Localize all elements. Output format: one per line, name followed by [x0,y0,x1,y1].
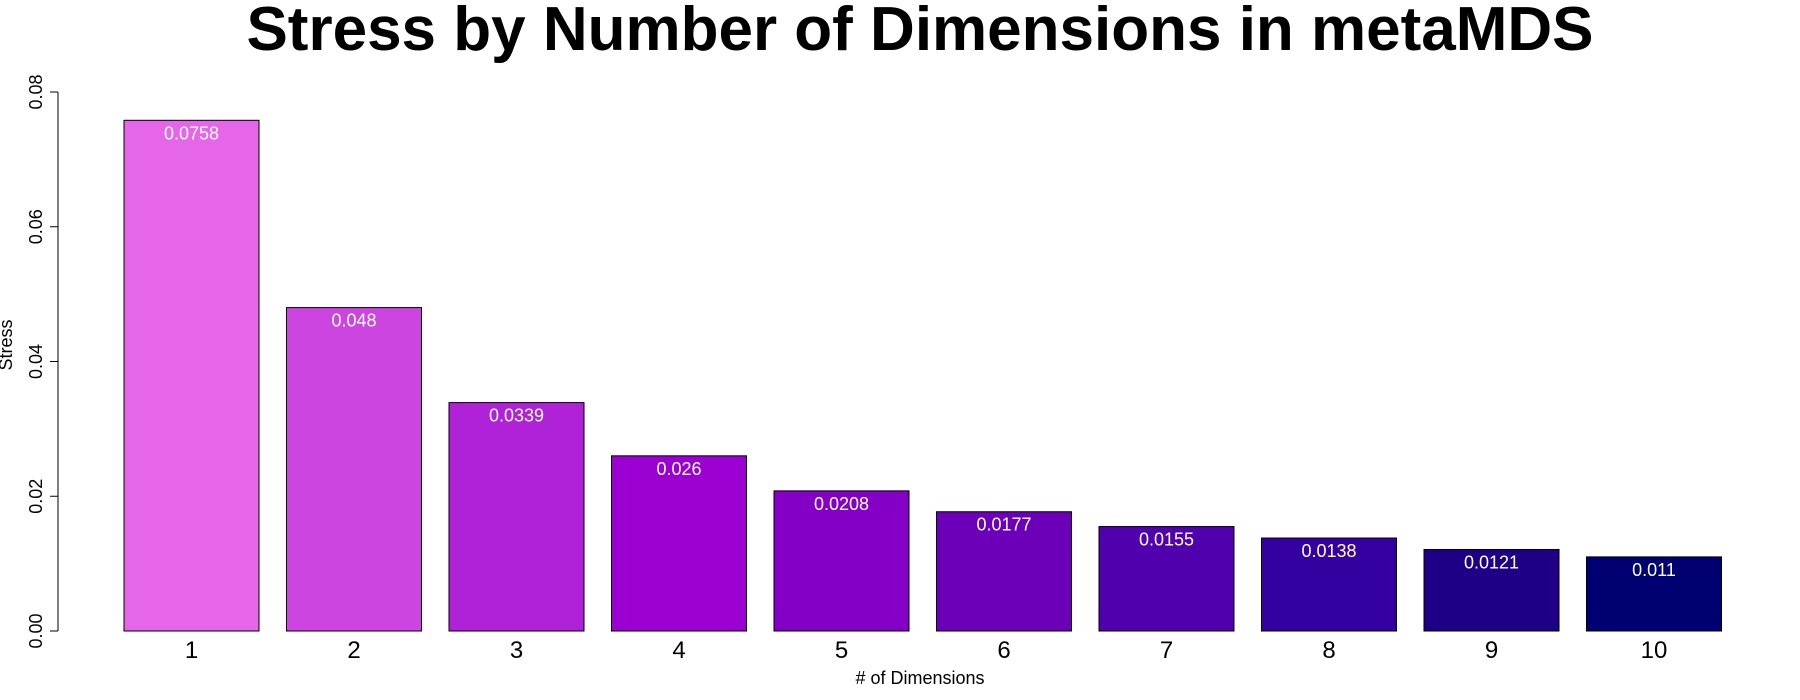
bar-value-label: 0.0758 [164,123,219,143]
bar [448,402,585,632]
bar-value-label: 0.0155 [1139,530,1194,550]
bar [1261,537,1397,632]
x-tick-label: 7 [1160,637,1173,664]
y-tick-label: 0.00 [26,613,46,648]
bar-value-label: 0.0121 [1464,552,1519,572]
y-tick-label: 0.02 [26,479,46,514]
y-tick-label: 0.06 [26,209,46,244]
bar-value-label: 0.0177 [976,515,1031,535]
bar [773,490,910,632]
x-tick-label: 9 [1485,637,1498,664]
bar [123,119,260,632]
bar [1098,526,1235,632]
bar [1423,548,1560,632]
bars-group: 0.0758 1 0.048 2 0.0339 3 0.026 4 0.0208 5 0.0177 6… [123,119,1722,664]
bar-value-label: 0.0208 [814,494,869,514]
x-tick-label: 10 [1641,637,1668,664]
bar-value-label: 0.0138 [1301,541,1356,561]
x-tick-label: 2 [347,637,360,664]
bar [936,511,1072,632]
bar-value-label: 0.048 [331,311,376,331]
bar-value-label: 0.011 [1632,560,1676,580]
x-tick-label: 3 [510,637,523,664]
y-axis-label: Stress [0,319,16,370]
bar [1586,556,1722,632]
y-tick-label: 0.04 [26,344,46,379]
x-tick-label: 6 [997,637,1010,664]
x-axis-label: # of Dimensions [855,668,984,688]
y-axis: 0.00 0.02 0.04 0.06 0.08 [26,74,59,649]
x-tick-label: 1 [185,637,198,664]
chart-title: Stress by Number of Dimensions in metaMD… [246,0,1593,64]
bar-value-label: 0.026 [656,459,701,479]
bar-value-label: 0.0339 [489,406,544,426]
bar [286,307,422,632]
bar [611,455,747,632]
x-tick-label: 5 [835,637,848,664]
x-tick-label: 4 [672,637,685,664]
x-tick-label: 8 [1322,637,1335,664]
y-tick-label: 0.08 [26,74,46,109]
